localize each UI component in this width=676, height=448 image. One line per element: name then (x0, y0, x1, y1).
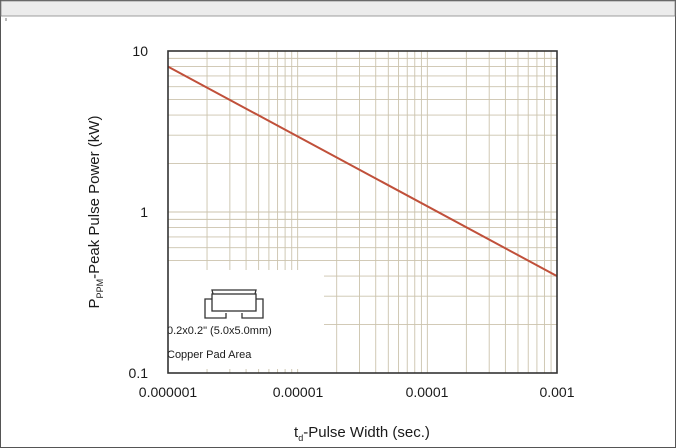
header-strip (1, 1, 675, 16)
x-tick-label: 0.000001 (139, 384, 198, 400)
x-tick-label: 0.0001 (406, 384, 449, 400)
inset-line-2: Copper Pad Area (167, 349, 252, 361)
x-tick-label: 0.001 (539, 384, 574, 400)
x-axis-title: td-Pulse Width (sec.) (294, 424, 430, 443)
x-tick-label: 0.00001 (273, 384, 324, 400)
inset-box: 0.2x0.2" (5.0x5.0mm) Copper Pad Area (165, 270, 324, 369)
y-tick-label: 0.1 (129, 365, 149, 381)
y-tick-label: 10 (132, 43, 148, 59)
package-body (212, 294, 256, 311)
y-axis-title: PPPM-Peak Pulse Power (kW) (86, 116, 105, 309)
inset-line-1: 0.2x0.2" (5.0x5.0mm) (167, 325, 272, 337)
y-tick-label: 1 (140, 204, 148, 220)
